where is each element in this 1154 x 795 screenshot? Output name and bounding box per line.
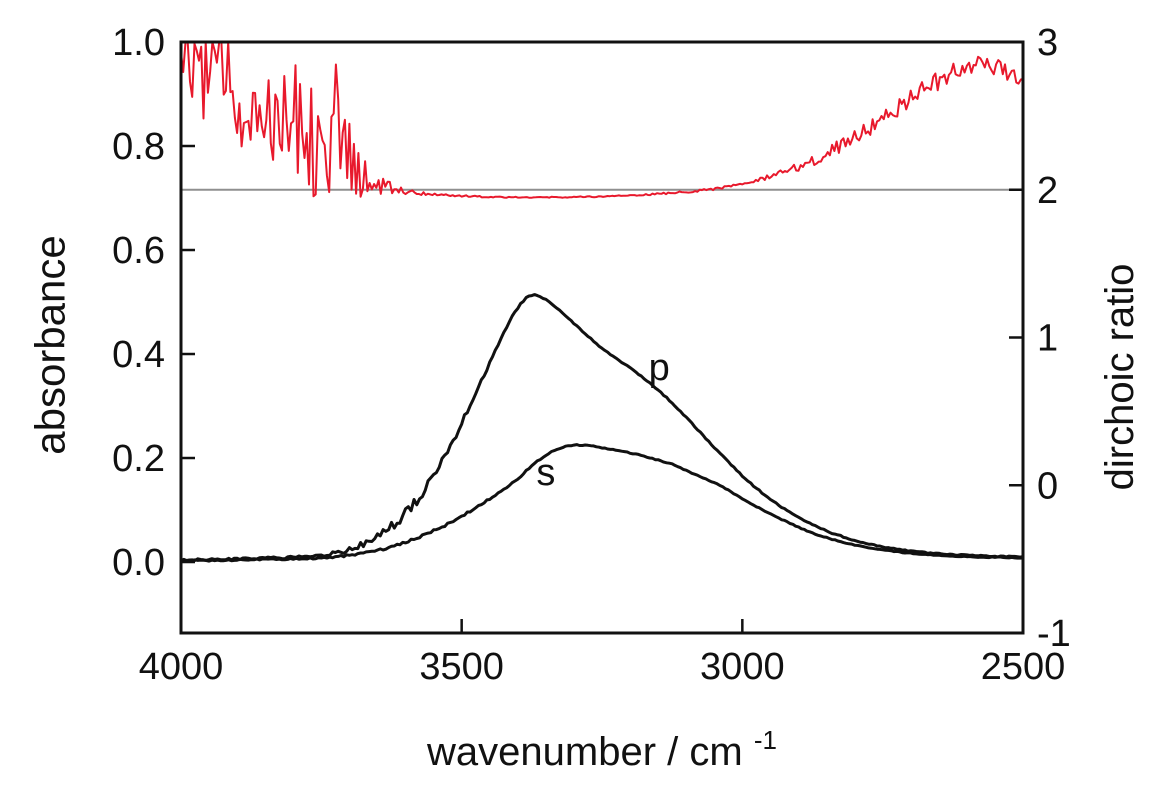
series-curve-s <box>181 443 1023 563</box>
annotation-layer: ps <box>536 347 669 494</box>
y-right-tick-label: 1 <box>1037 318 1058 360</box>
plot-frame <box>179 40 1025 635</box>
x-tick-label: 4000 <box>139 646 224 688</box>
series-layer <box>181 42 1023 563</box>
x-tick-label: 2500 <box>981 646 1066 688</box>
y-axis-right-title: dirchoic ratio <box>1098 264 1142 491</box>
y-left-tick-label: 0.8 <box>112 126 165 168</box>
series-label-p: p <box>649 347 670 389</box>
x-axis-title: wavenumber / cm -1 <box>426 725 777 774</box>
y-right-tick-label: 0 <box>1037 465 1058 507</box>
x-tick-label: 3500 <box>419 646 504 688</box>
y-right-tick-label: 2 <box>1037 170 1058 212</box>
series-curve-p <box>181 293 1023 563</box>
x-axis-title-text: wavenumber / cm <box>426 730 743 774</box>
y-left-tick-label: 0.6 <box>112 230 165 272</box>
series-label-s: s <box>536 452 555 494</box>
y-left-tick-label: 1.0 <box>112 22 165 64</box>
axes-layer: 4000 3500 3000 2500 0.0 0.2 0.4 0.6 0.8 1.0 -1 0 1 2 3 <box>112 22 1071 688</box>
y-left-tick-label: 0.4 <box>112 334 165 376</box>
y-axis-left-title: absorbance <box>27 235 74 455</box>
x-tick-label: 3000 <box>700 646 785 688</box>
series-curve-dichroic <box>181 42 1023 199</box>
y-right-tick-label: 3 <box>1037 22 1058 64</box>
y-left-tick-label: 0.2 <box>112 438 165 480</box>
y-right-tick-label: -1 <box>1037 613 1071 655</box>
y-left-tick-label: 0.0 <box>112 542 165 584</box>
x-axis-title-superscript: -1 <box>754 725 777 755</box>
